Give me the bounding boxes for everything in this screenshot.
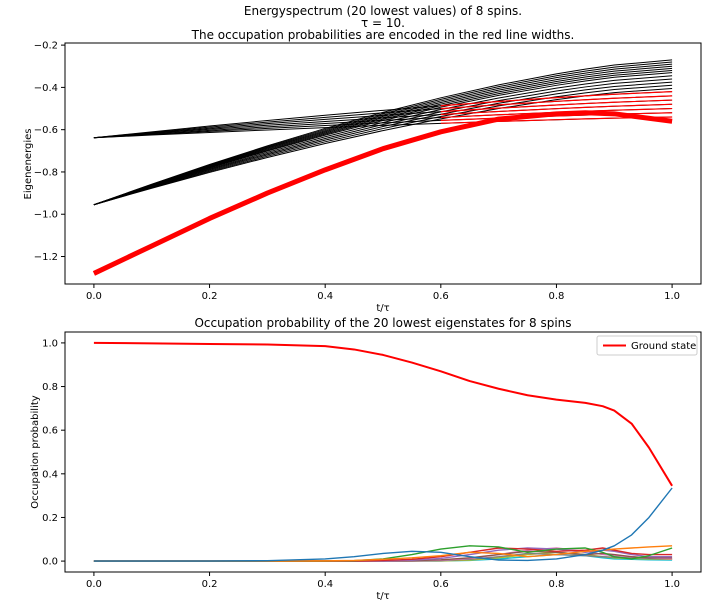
chart1-xtick-label: 0.8 xyxy=(549,291,565,302)
chart2-ticks: 0.0 0.2 0.4 0.6 0.8 1.0 0.0 0.2 0.4 0.6 0.8 1.0 xyxy=(42,338,680,590)
chart2-xtick-label: 0.2 xyxy=(202,579,218,590)
chart1-ytick-label: −0.2 xyxy=(34,41,58,52)
chart2-axes-frame xyxy=(64,331,702,573)
occupied-level-line xyxy=(440,91,673,107)
chart1-title-line-3: The occupation probabilities are encoded… xyxy=(191,28,575,42)
chart1-title-line-1: Energyspectrum (20 lowest values) of 8 s… xyxy=(244,4,522,18)
energy-level-line xyxy=(93,59,673,206)
chart1-xtick-label: 0.0 xyxy=(86,291,102,302)
chart2-xtick-label: 1.0 xyxy=(664,579,680,590)
energy-level-line xyxy=(93,61,673,206)
energy-level-line xyxy=(93,78,673,206)
energy-level-line xyxy=(93,75,673,206)
energy-level-line xyxy=(93,81,673,206)
chart1-xlabel: t/τ xyxy=(376,303,389,314)
energy-level-line xyxy=(93,84,673,206)
energy-spectrum-chart: Energyspectrum (20 lowest values) of 8 s… xyxy=(23,4,702,314)
chart2-ytick-label: 0.2 xyxy=(42,513,58,524)
chart2-ylabel: Occupation probability xyxy=(30,395,41,508)
occupation-probability-chart: Occupation probability of the 20 lowest … xyxy=(30,316,702,602)
chart2-lines xyxy=(93,341,673,562)
occupied-level-line xyxy=(440,103,673,116)
chart1-lines xyxy=(92,59,673,276)
chart1-ytick-label: −0.8 xyxy=(34,167,58,178)
energy-level-line xyxy=(93,63,673,206)
chart1-xtick-label: 0.4 xyxy=(317,291,333,302)
chart1-axes-frame xyxy=(64,42,702,285)
chart1-ticks: 0.0 0.2 0.4 0.6 0.8 1.0 −1.2 −1.0 −0.8 −0.6 −0.4 −0… xyxy=(34,41,680,302)
chart1-title-line-2: τ = 10. xyxy=(361,16,405,30)
chart2-legend: Ground state xyxy=(596,335,698,356)
chart1-ytick-label: −0.6 xyxy=(34,125,58,136)
chart1-ytick-label: −1.0 xyxy=(34,210,58,221)
energy-level-line xyxy=(93,69,673,206)
occupied-level-line xyxy=(440,99,673,113)
chart2-ytick-label: 0.6 xyxy=(42,426,58,437)
chart1-ytick-label: −0.4 xyxy=(34,83,58,94)
chart2-ytick-label: 0.8 xyxy=(42,382,58,393)
energy-level-line xyxy=(93,67,673,206)
ground-state-energy-line xyxy=(92,110,673,276)
chart2-ytick-label: 0.4 xyxy=(42,469,58,480)
chart2-xlabel: t/τ xyxy=(376,591,389,602)
ground-state-probability-line xyxy=(93,341,673,487)
chart1-ylabel: Eigenenergies xyxy=(23,128,34,199)
chart1-xtick-label: 1.0 xyxy=(664,291,680,302)
chart2-ytick-label: 0.0 xyxy=(42,557,58,568)
chart1-xtick-label: 0.2 xyxy=(202,291,218,302)
chart1-xtick-label: 0.6 xyxy=(433,291,449,302)
legend-ground-state-label: Ground state xyxy=(631,341,696,352)
chart2-xtick-label: 0.6 xyxy=(433,579,449,590)
chart2-xtick-label: 0.8 xyxy=(549,579,565,590)
legend-frame xyxy=(596,335,698,356)
energy-level-line xyxy=(93,65,673,206)
excited-state-probability-line xyxy=(93,487,673,562)
occupied-level-line xyxy=(440,95,673,110)
chart2-ytick-label: 1.0 xyxy=(42,338,58,349)
chart2-xtick-label: 0.0 xyxy=(86,579,102,590)
chart2-title: Occupation probability of the 20 lowest … xyxy=(194,316,571,330)
chart2-xtick-label: 0.4 xyxy=(317,579,333,590)
chart1-ytick-label: −1.2 xyxy=(34,252,58,263)
